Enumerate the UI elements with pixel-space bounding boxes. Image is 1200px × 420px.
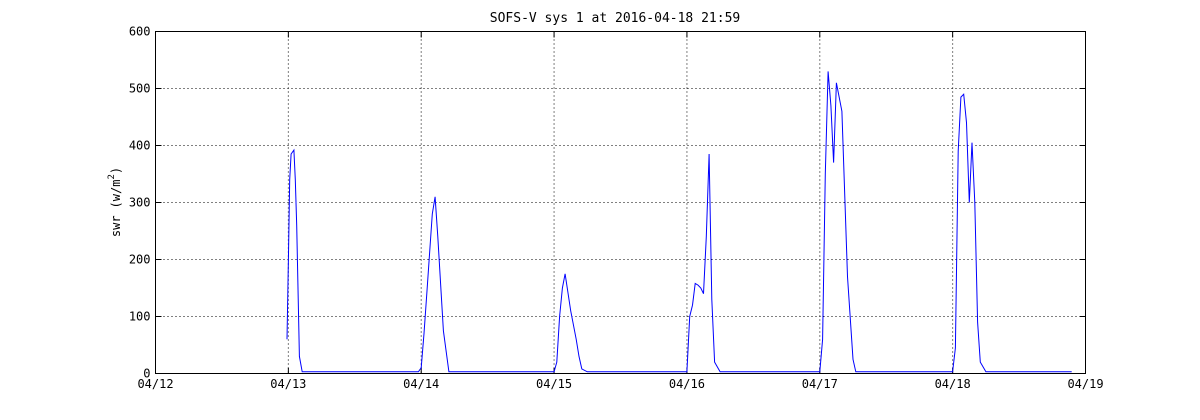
x-tick-label: 04/17 [802,377,838,391]
x-tick-label: 04/14 [403,377,439,391]
y-tick-label: 300 [129,196,151,210]
x-tick-label: 04/15 [536,377,572,391]
y-tick-label: 100 [129,310,151,324]
y-tick-label: 0 [143,367,150,381]
y-axis-label-unit: (w/m [109,180,123,209]
y-tick-label: 400 [129,139,151,153]
y-axis-label-unit-close: ) [109,167,123,174]
swr-series-line [286,71,1072,373]
grid-layer [155,31,1086,374]
y-tick-label: 200 [129,253,151,267]
tick-layer: 04/12 04/13 04/14 04/15 04/16 04/17 04/18 04/19… [129,25,1104,392]
series-layer [286,71,1072,373]
x-tick-label: 04/12 [137,377,173,391]
chart-title: SOFS-V sys 1 at 2016-04-18 21:59 [490,11,740,26]
x-tick-label: 04/19 [1067,377,1103,391]
x-tick-label: 04/16 [669,377,705,391]
x-tick-label: 04/18 [935,377,971,391]
y-tick-label: 500 [129,82,151,96]
x-tick-label: 04/13 [270,377,306,391]
y-axis-label: swr (w/m2) [107,167,123,237]
y-tick-label: 600 [129,25,151,39]
y-axis-label-unit-superscript: 2 [107,174,117,179]
y-axis-label-name: swr [109,215,123,237]
